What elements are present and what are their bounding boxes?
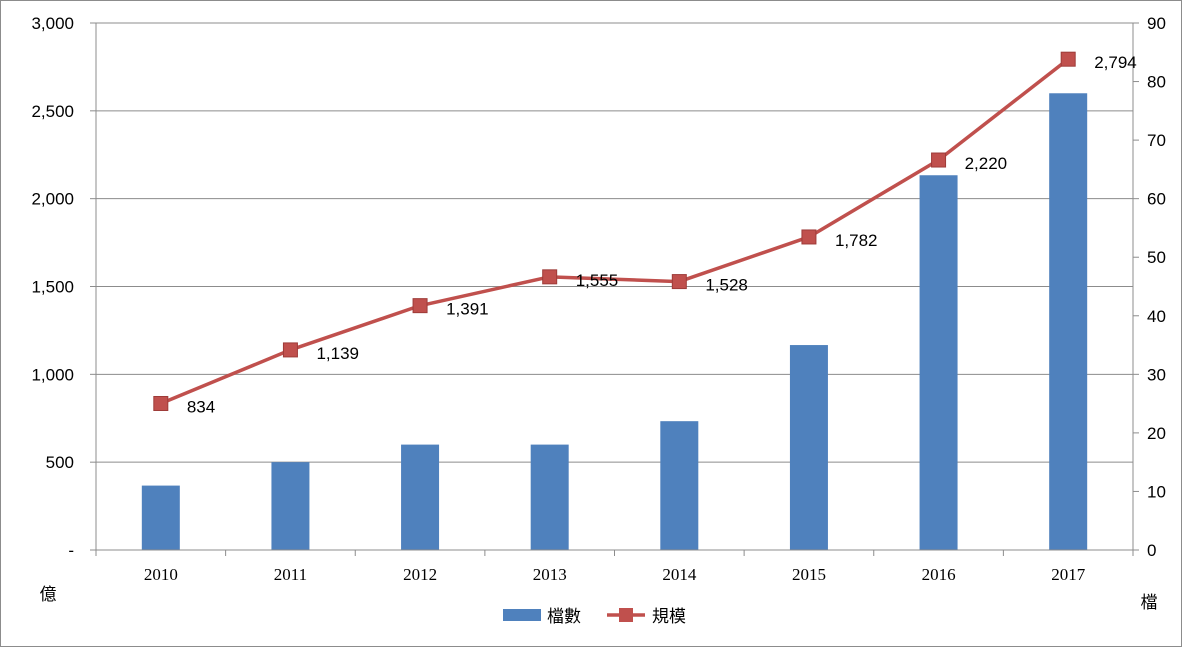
- data-label: 2,220: [965, 154, 1008, 173]
- gridlines: [96, 22, 1133, 463]
- legend-swatch-marker: [619, 608, 633, 622]
- y-left-tick-label: 2,500: [31, 102, 74, 121]
- x-tick-label: 2017: [1051, 565, 1086, 584]
- line-point-marker: [801, 229, 817, 245]
- data-label: 1,528: [705, 276, 748, 295]
- bar: [660, 421, 699, 550]
- data-labels: 834 1,139 1,391 1,555 1,528 1,782 2,220 2,794: [187, 53, 1137, 416]
- y-left-tick-label: 2,000: [31, 190, 74, 209]
- bar: [1049, 93, 1088, 551]
- y-right-tick-label: 20: [1147, 424, 1166, 443]
- legend-label-bar: 檔數: [547, 607, 581, 627]
- y-left-tick-label: 1,500: [31, 278, 74, 297]
- x-tick-label: 2016: [922, 565, 956, 584]
- y-left-tick-label: 1,000: [31, 365, 74, 384]
- line-point-marker: [1060, 51, 1076, 67]
- y-left-tick-label: 500: [46, 453, 74, 472]
- line-point-marker: [931, 152, 947, 168]
- x-tick-label: 2013: [533, 565, 567, 584]
- y-right-tick-label: 50: [1147, 248, 1166, 267]
- legend-swatch-bar: [503, 609, 541, 621]
- x-tick-label: 2010: [144, 565, 178, 584]
- data-label: 1,555: [576, 271, 619, 290]
- x-tick-label: 2011: [274, 565, 307, 584]
- bar: [789, 345, 828, 550]
- bar: [271, 462, 310, 550]
- y-right-tick-label: 70: [1147, 131, 1166, 150]
- data-label: 1,139: [316, 344, 359, 363]
- x-tick-label: 2015: [792, 565, 826, 584]
- legend: 檔數 規模: [503, 607, 686, 627]
- bar: [530, 444, 569, 550]
- data-label: 2,794: [1094, 53, 1137, 72]
- y-left-tick-label: 3,000: [31, 14, 74, 33]
- y-right-tick-label: 80: [1147, 73, 1166, 92]
- line-series: [153, 51, 1076, 411]
- y-right-tick-label: 10: [1147, 482, 1166, 501]
- y-left-unit-label: 億: [40, 585, 57, 605]
- legend-label-line: 規模: [652, 607, 686, 627]
- line-point-marker: [412, 298, 428, 314]
- bar-series: [141, 93, 1088, 551]
- line-path: [160, 57, 1070, 406]
- data-label: 834: [187, 397, 215, 416]
- y-right-tick-label: 60: [1147, 190, 1166, 209]
- y-right-unit-label: 檔: [1141, 593, 1158, 613]
- y-right-tick-label: 0: [1147, 541, 1156, 560]
- y-left-tick-label: -: [68, 541, 74, 560]
- data-label: 1,391: [446, 300, 489, 319]
- axes: - 500 1,000 1,500 2,000 2,500 3,000 0 10 20 30 40 50…: [31, 14, 1165, 613]
- bar: [919, 175, 958, 550]
- line-point-marker: [542, 269, 558, 285]
- bar: [141, 485, 180, 550]
- line-point-marker: [282, 342, 298, 358]
- x-tick-label: 2012: [403, 565, 437, 584]
- y-right-tick-label: 30: [1147, 365, 1166, 384]
- line-point-marker: [671, 274, 687, 290]
- y-right-tick-label: 40: [1147, 307, 1166, 326]
- y-right-tick-label: 90: [1147, 14, 1166, 33]
- data-label: 1,782: [835, 231, 878, 250]
- bar: [401, 444, 440, 550]
- line-point-marker: [153, 395, 169, 411]
- x-tick-label: 2014: [662, 565, 697, 584]
